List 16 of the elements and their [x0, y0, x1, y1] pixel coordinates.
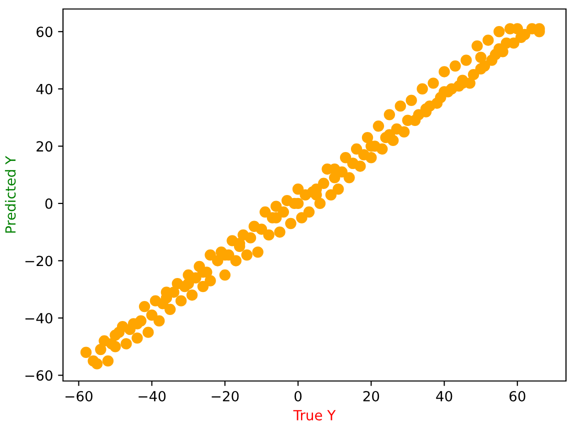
y-tick-label: −60: [25, 370, 52, 381]
x-tick-label: 20: [363, 390, 380, 402]
y-tick-label: −40: [25, 312, 52, 324]
x-tick-label: −20: [212, 390, 239, 402]
y-tick-label: −20: [25, 256, 52, 266]
y-axis-title: Predicted Y: [4, 156, 16, 233]
y-tick-label: 60: [36, 26, 52, 38]
x-axis-title: True Y: [293, 410, 336, 420]
y-tick-label: 0: [45, 198, 52, 209]
y-tick-label: 40: [36, 84, 52, 94]
y-tick-label: 20: [36, 141, 52, 152]
x-tick-label: 0: [294, 390, 302, 402]
x-tick-label: 40: [436, 390, 452, 402]
x-tick-label: −40: [138, 390, 166, 402]
x-tick-label: −60: [66, 390, 92, 402]
x-tick-label: 60: [510, 390, 526, 402]
